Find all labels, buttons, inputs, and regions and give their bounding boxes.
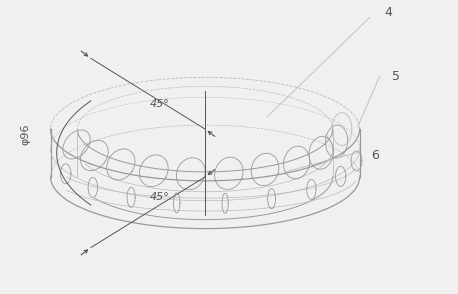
- Text: 6: 6: [371, 149, 379, 163]
- Text: 4: 4: [385, 6, 393, 19]
- Text: φ96: φ96: [21, 123, 31, 145]
- Text: 45°: 45°: [150, 99, 170, 109]
- Text: 5: 5: [392, 70, 399, 83]
- Text: 45°: 45°: [150, 192, 170, 202]
